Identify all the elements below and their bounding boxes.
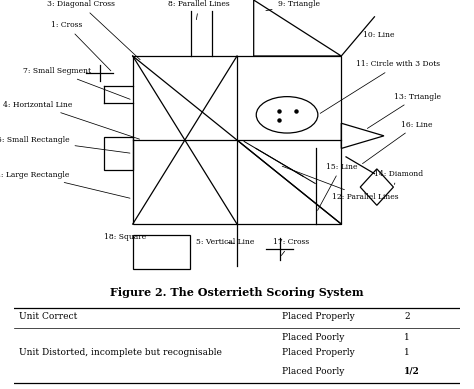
Text: Unit Correct: Unit Correct [18, 312, 77, 321]
Text: 12: Parallel Lines: 12: Parallel Lines [282, 166, 398, 202]
Text: 1: Cross: 1: Cross [51, 21, 111, 71]
Text: 4: Horizontal Line: 4: Horizontal Line [3, 101, 139, 139]
Bar [133, 235, 190, 269]
Text: 14: Diamond: 14: Diamond [374, 170, 423, 184]
Text: Placed Poorly: Placed Poorly [282, 367, 344, 376]
Text: 2: Large Rectangle: 2: Large Rectangle [0, 171, 130, 198]
Bar [104, 137, 133, 170]
Text: 11: Circle with 3 Dots: 11: Circle with 3 Dots [320, 60, 440, 113]
Text: 13: Triangle: 13: Triangle [367, 93, 441, 128]
Text: 17: Cross: 17: Cross [273, 238, 310, 256]
Bar [133, 56, 341, 224]
Text: 1: 1 [404, 333, 410, 342]
Text: 18: Square: 18: Square [104, 233, 158, 241]
Text: Figure 2. The Osterrieth Scoring System: Figure 2. The Osterrieth Scoring System [110, 287, 364, 298]
Text: 2: 2 [404, 312, 410, 321]
Text: 8: Parallel Lines: 8: Parallel Lines [168, 0, 230, 20]
Text: 7: Small Segment: 7: Small Segment [23, 67, 130, 99]
Text: 3: Diagonal Cross: 3: Diagonal Cross [46, 0, 140, 60]
Text: Unit Distorted, incomplete but recognisable: Unit Distorted, incomplete but recognisa… [18, 347, 221, 356]
Text: 1: 1 [404, 347, 410, 356]
Text: 10: Line: 10: Line [360, 31, 395, 39]
Text: Placed Properly: Placed Properly [282, 347, 354, 356]
Text: 1/2: 1/2 [404, 367, 420, 376]
Text: 9: Triangle: 9: Triangle [266, 0, 319, 11]
Text: Placed Properly: Placed Properly [282, 312, 354, 321]
Text: 15: Line: 15: Line [318, 163, 357, 210]
Text: 5: Small Rectangle: 5: Small Rectangle [0, 136, 130, 153]
Text: 16: Line: 16: Line [363, 121, 433, 164]
Text: 5: Vertical Line: 5: Vertical Line [196, 238, 255, 246]
Text: Placed Poorly: Placed Poorly [282, 333, 344, 342]
